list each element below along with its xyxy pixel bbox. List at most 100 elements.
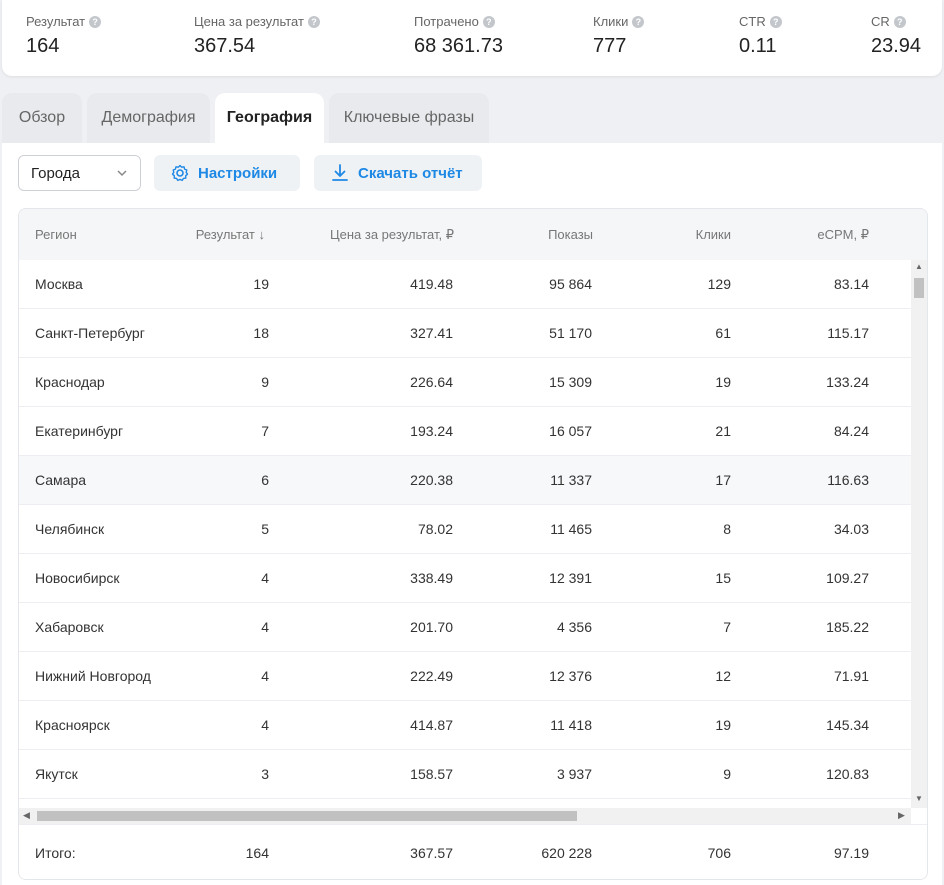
cell-cost-per-result: 78.02	[417, 521, 453, 537]
metric-value: 777	[593, 35, 627, 57]
cell-impressions: 12 376	[549, 668, 592, 684]
cell-impressions: 16 057	[549, 423, 592, 439]
metric-value: 0.11	[739, 35, 777, 57]
cell-ecpm: 34.03	[833, 521, 869, 537]
cell-cost-per-result: 226.64	[410, 374, 453, 390]
scroll-down-icon[interactable]: ▼	[915, 794, 923, 803]
scroll-left-icon[interactable]: ◀	[23, 810, 30, 820]
totals-label: Итого:	[35, 845, 76, 861]
col-impressions[interactable]: Показы	[548, 227, 593, 242]
table-row[interactable]: Якутск 3 158.57 3 937 9 120.83	[19, 750, 911, 799]
table-row[interactable]: Красноярск 4 414.87 11 418 19 145.34	[19, 701, 911, 750]
metric-label: Потрачено	[414, 14, 479, 29]
cell-region: Екатеринбург	[35, 423, 124, 439]
metric-value: 68 361.73	[414, 35, 503, 57]
settings-button[interactable]: Настройки	[154, 155, 300, 191]
metric-value: 164	[26, 35, 60, 57]
col-cost-per-result[interactable]: Цена за результат, ₽	[330, 227, 454, 242]
cell-region: Самара	[35, 472, 87, 488]
cell-cost-per-result: 338.49	[410, 570, 453, 586]
cell-impressions: 15 309	[549, 374, 592, 390]
table-row[interactable]: Новосибирск 4 338.49 12 391 15 109.27	[19, 554, 911, 603]
cell-cost-per-result: 201.70	[410, 619, 453, 635]
col-ecpm[interactable]: eCPM, ₽	[817, 227, 869, 242]
table-body: Москва 19 419.48 95 864 129 83.14 Санкт-Петерб…	[19, 260, 911, 808]
cell-result: 5	[261, 521, 269, 537]
metric-result: Результат? 164	[26, 14, 102, 58]
cell-region: Краснодар	[35, 374, 105, 390]
cell-impressions: 51 170	[549, 325, 592, 341]
cell-region: Москва	[35, 276, 83, 292]
table-row[interactable]: Санкт-Петербург 18 327.41 51 170 61 115.17	[19, 309, 911, 358]
tab-key-phrases[interactable]: Ключевые фразы	[329, 93, 489, 143]
col-result[interactable]: Результат ↓	[195, 227, 265, 242]
table-row[interactable]: Челябинск 5 78.02 11 465 8 34.03	[19, 505, 911, 554]
cell-ecpm: 71.91	[833, 668, 869, 684]
cell-result: 9	[261, 374, 269, 390]
help-icon[interactable]: ?	[769, 15, 782, 28]
scroll-up-icon[interactable]: ▲	[915, 262, 923, 271]
help-icon[interactable]: ?	[89, 15, 102, 28]
cell-cost-per-result: 414.87	[410, 717, 453, 733]
metric-value: 367.54	[194, 35, 256, 57]
scroll-thumb[interactable]	[37, 811, 577, 821]
cell-clicks: 21	[715, 423, 731, 439]
col-clicks[interactable]: Клики	[695, 227, 731, 242]
cell-region: Челябинск	[35, 521, 105, 537]
table-row[interactable]: Москва 19 419.48 95 864 129 83.14	[19, 260, 911, 309]
cell-result: 4	[261, 570, 269, 586]
table-row[interactable]: Самара 6 220.38 11 337 17 116.63	[19, 456, 911, 505]
tab-geography[interactable]: География	[215, 93, 324, 143]
table-row[interactable]: Краснодар 9 226.64 15 309 19 133.24	[19, 358, 911, 407]
cell-result: 4	[261, 717, 269, 733]
region-level-select[interactable]: Города	[18, 155, 141, 191]
help-icon[interactable]: ?	[482, 15, 495, 28]
metric-label: CR	[871, 14, 890, 29]
cell-result: 4	[261, 668, 269, 684]
table-row[interactable]: Хабаровск 4 201.70 4 356 7 185.22	[19, 603, 911, 652]
cell-ecpm: 145.34	[826, 717, 869, 733]
cell-region: Новосибирск	[35, 570, 120, 586]
table-row[interactable]: Екатеринбург 7 193.24 16 057 21 84.24	[19, 407, 911, 456]
cell-clicks: 19	[715, 374, 731, 390]
metric-label: CTR	[739, 14, 766, 29]
vertical-scrollbar[interactable]: ▲ ▼	[911, 260, 927, 808]
geo-table: Регион Результат ↓ Цена за результат, ₽ …	[18, 208, 928, 880]
tab-overview[interactable]: Обзор	[2, 93, 82, 143]
cell-result: 3	[261, 766, 269, 782]
totals-impressions: 620 228	[541, 845, 592, 861]
cell-impressions: 12 391	[549, 570, 592, 586]
help-icon[interactable]: ?	[307, 15, 320, 28]
metric-spent: Потрачено? 68 361.73	[414, 14, 503, 58]
cell-clicks: 129	[707, 276, 731, 292]
cell-clicks: 15	[715, 570, 731, 586]
cell-ecpm: 133.24	[826, 374, 869, 390]
cell-ecpm: 185.22	[826, 619, 869, 635]
cell-clicks: 12	[715, 668, 731, 684]
metrics-bar: Результат? 164 Цена за результат? 367.54…	[2, 0, 942, 76]
cell-result: 19	[253, 276, 269, 292]
cell-ecpm: 84.24	[833, 423, 869, 439]
cell-clicks: 7	[723, 619, 731, 635]
cell-impressions: 3 937	[556, 766, 592, 782]
cell-result: 18	[253, 325, 269, 341]
totals-clicks: 706	[707, 845, 731, 861]
scroll-right-icon[interactable]: ▶	[898, 810, 905, 820]
metric-ctr: CTR? 0.11	[739, 14, 782, 58]
help-icon[interactable]: ?	[893, 15, 906, 28]
cell-impressions: 4 356	[556, 619, 592, 635]
horizontal-scrollbar[interactable]: ◀ ▶	[19, 808, 911, 824]
table-row[interactable]: Нижний Новгород 4 222.49 12 376 12 71.91	[19, 652, 911, 701]
tab-demography[interactable]: Демография	[87, 93, 210, 143]
download-label: Скачать отчёт	[358, 164, 463, 182]
cell-clicks: 19	[715, 717, 731, 733]
help-icon[interactable]: ?	[632, 15, 645, 28]
chevron-down-icon	[117, 170, 127, 177]
download-report-button[interactable]: Скачать отчёт	[314, 155, 482, 191]
cell-result: 6	[261, 472, 269, 488]
cell-ecpm: 116.63	[827, 472, 869, 488]
scroll-thumb[interactable]	[914, 278, 924, 298]
col-region[interactable]: Регион	[35, 227, 77, 242]
cell-impressions: 11 465	[550, 521, 592, 537]
metric-label: Клики	[593, 14, 629, 29]
